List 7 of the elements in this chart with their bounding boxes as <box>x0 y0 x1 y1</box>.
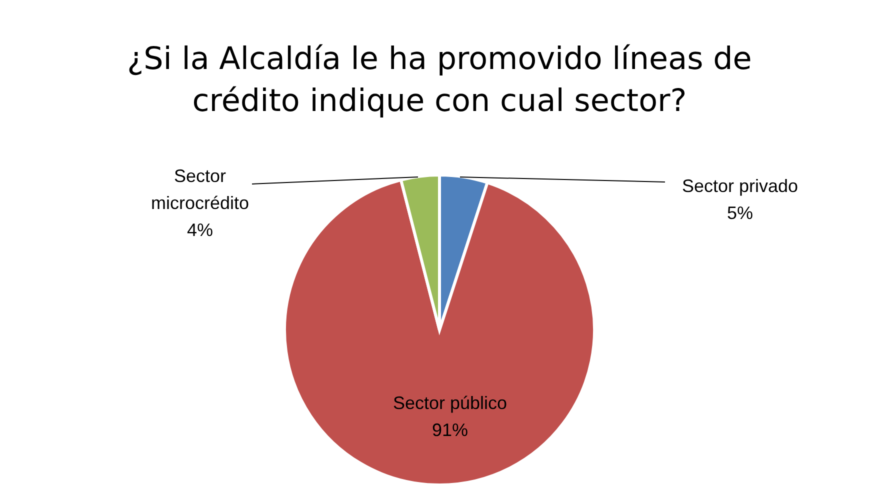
slice-label: Sector público <box>392 393 508 413</box>
slice-label: Sector privado <box>682 176 798 196</box>
chart-title: ¿Si la Alcaldía le ha promovido líneas de crédito indique con cual sector? <box>127 41 752 119</box>
data-label: 4% <box>186 220 214 240</box>
slice-label: Sector microcrédito <box>150 166 250 213</box>
data-label: 5% <box>726 203 754 223</box>
data-label: 91% <box>432 420 468 440</box>
